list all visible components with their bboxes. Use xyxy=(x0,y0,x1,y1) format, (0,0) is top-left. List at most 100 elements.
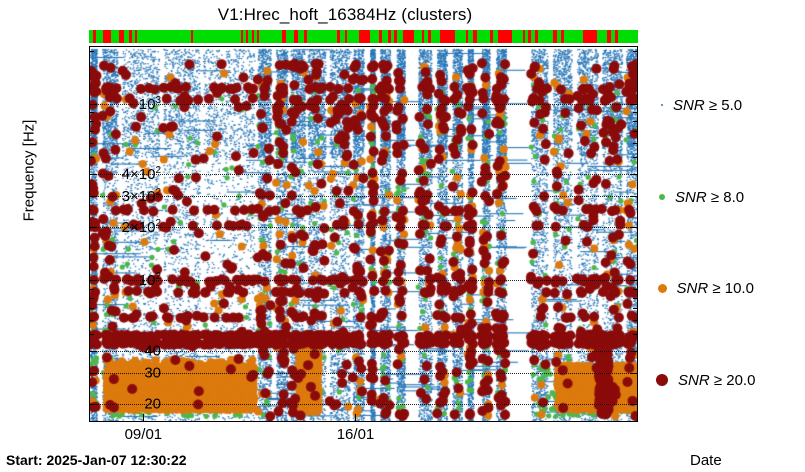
status-segment xyxy=(191,30,194,43)
y-axis-minor-tick xyxy=(633,350,638,352)
status-segment xyxy=(240,30,243,43)
legend-marker-dot xyxy=(659,194,665,200)
status-segment xyxy=(421,30,425,43)
scatter-plot-canvas xyxy=(90,47,637,421)
status-segment xyxy=(473,30,477,43)
y-axis-tick xyxy=(630,280,638,282)
status-segment xyxy=(246,30,249,43)
start-time-label: Start: 2025-Jan-07 12:30:22 xyxy=(6,452,187,468)
status-segment xyxy=(561,30,565,43)
status-segment xyxy=(534,30,539,43)
status-segment xyxy=(256,30,260,43)
y-axis-minor-tick xyxy=(89,403,94,405)
status-segment xyxy=(465,30,469,43)
y-axis-minor-tick xyxy=(633,121,638,122)
gridline xyxy=(90,227,637,229)
status-segment xyxy=(359,30,371,43)
scatter-canvas-wrap xyxy=(90,47,637,421)
x-axis-tick xyxy=(143,414,145,422)
gridline xyxy=(90,280,637,282)
y-axis-minor-tick xyxy=(633,157,638,159)
x-axis-label: Date xyxy=(690,452,722,469)
y-axis-minor-tick xyxy=(633,50,638,52)
legend-label: SNR ≥ 20.0 xyxy=(678,371,756,389)
y-axis-minor-tick xyxy=(633,319,638,321)
y-axis-minor-tick xyxy=(89,297,94,299)
y-axis-minor-tick xyxy=(89,131,94,133)
legend: SNR ≥ 5.0 SNR ≥ 8.0 SNR ≥ 10.0 SNR ≥ 20.0 xyxy=(648,46,805,422)
legend-label: SNR ≥ 10.0 xyxy=(676,279,754,297)
gridline xyxy=(90,174,637,176)
x-axis-tick xyxy=(355,414,357,422)
data-quality-status-bar xyxy=(89,30,638,43)
status-segment xyxy=(394,30,397,43)
status-segment xyxy=(119,30,124,43)
status-segment xyxy=(344,30,348,43)
y-axis-tick-label: 103 xyxy=(138,94,161,113)
plot-area xyxy=(89,46,638,422)
y-axis-minor-tick xyxy=(633,196,638,198)
legend-item: SNR ≥ 8.0 xyxy=(648,185,805,209)
status-segment xyxy=(522,30,526,43)
y-axis-minor-tick xyxy=(89,333,94,335)
legend-item: SNR ≥ 10.0 xyxy=(648,276,805,300)
legend-item: SNR ≥ 20.0 xyxy=(648,368,805,392)
gridline xyxy=(90,372,637,374)
legend-marker-dot xyxy=(657,283,667,293)
status-segment xyxy=(337,30,341,43)
status-segment xyxy=(553,30,557,43)
y-axis-minor-tick xyxy=(89,174,94,176)
status-segment xyxy=(128,30,132,43)
status-segment xyxy=(440,30,455,43)
status-segment xyxy=(489,30,494,43)
status-segment xyxy=(103,30,111,43)
y-axis-minor-tick xyxy=(633,333,638,335)
y-axis-tick-label: 2×102 xyxy=(121,218,161,237)
y-axis-minor-tick xyxy=(633,372,638,374)
status-segment xyxy=(583,30,597,43)
status-segment xyxy=(403,30,414,43)
y-axis-minor-tick xyxy=(89,111,94,113)
status-segment xyxy=(282,30,286,43)
y-axis-minor-tick xyxy=(633,403,638,405)
gridline xyxy=(90,350,637,352)
y-axis-minor-tick xyxy=(633,143,638,145)
legend-item: SNR ≥ 5.0 xyxy=(648,93,805,117)
x-axis-tick-label: 09/01 xyxy=(124,426,163,443)
y-axis-tick-label: 3×102 xyxy=(121,187,161,206)
y-axis-tick-label: 40 xyxy=(144,342,161,360)
y-axis-tick xyxy=(89,280,97,282)
y-axis-minor-tick xyxy=(89,350,94,352)
status-segment xyxy=(93,30,96,43)
status-segment xyxy=(428,30,432,43)
y-axis-minor-tick xyxy=(89,143,94,145)
status-segment xyxy=(134,30,138,43)
y-axis-minor-tick xyxy=(89,319,94,321)
y-axis-minor-tick xyxy=(89,372,94,374)
gridline xyxy=(90,103,637,105)
gridline xyxy=(90,196,637,198)
y-axis-label: Frequency [Hz] xyxy=(20,119,38,222)
y-axis-tick-label: 30 xyxy=(144,364,161,382)
y-axis-minor-tick xyxy=(633,111,638,113)
y-axis-tick xyxy=(630,103,638,105)
gridline xyxy=(90,403,637,405)
y-axis-minor-tick xyxy=(633,307,638,309)
status-segment xyxy=(498,30,512,43)
y-axis-minor-tick xyxy=(89,196,94,198)
y-axis-minor-tick xyxy=(89,50,94,52)
legend-label: SNR ≥ 5.0 xyxy=(673,96,743,114)
x-axis-tick-label: 16/01 xyxy=(336,426,375,443)
y-axis-tick-label: 20 xyxy=(144,395,161,413)
y-axis-tick xyxy=(89,103,97,105)
y-axis-minor-tick xyxy=(633,297,638,299)
y-axis-tick-label: 4×102 xyxy=(121,165,161,184)
legend-label: SNR ≥ 8.0 xyxy=(675,188,745,206)
page-title: V1:Hrec_hoft_16384Hz (clusters) xyxy=(217,5,473,24)
y-axis-minor-tick xyxy=(89,121,94,122)
y-axis-minor-tick xyxy=(633,288,638,290)
status-segment xyxy=(528,30,532,43)
status-segment xyxy=(251,30,254,43)
status-segment xyxy=(378,30,383,43)
status-segment xyxy=(607,30,611,43)
